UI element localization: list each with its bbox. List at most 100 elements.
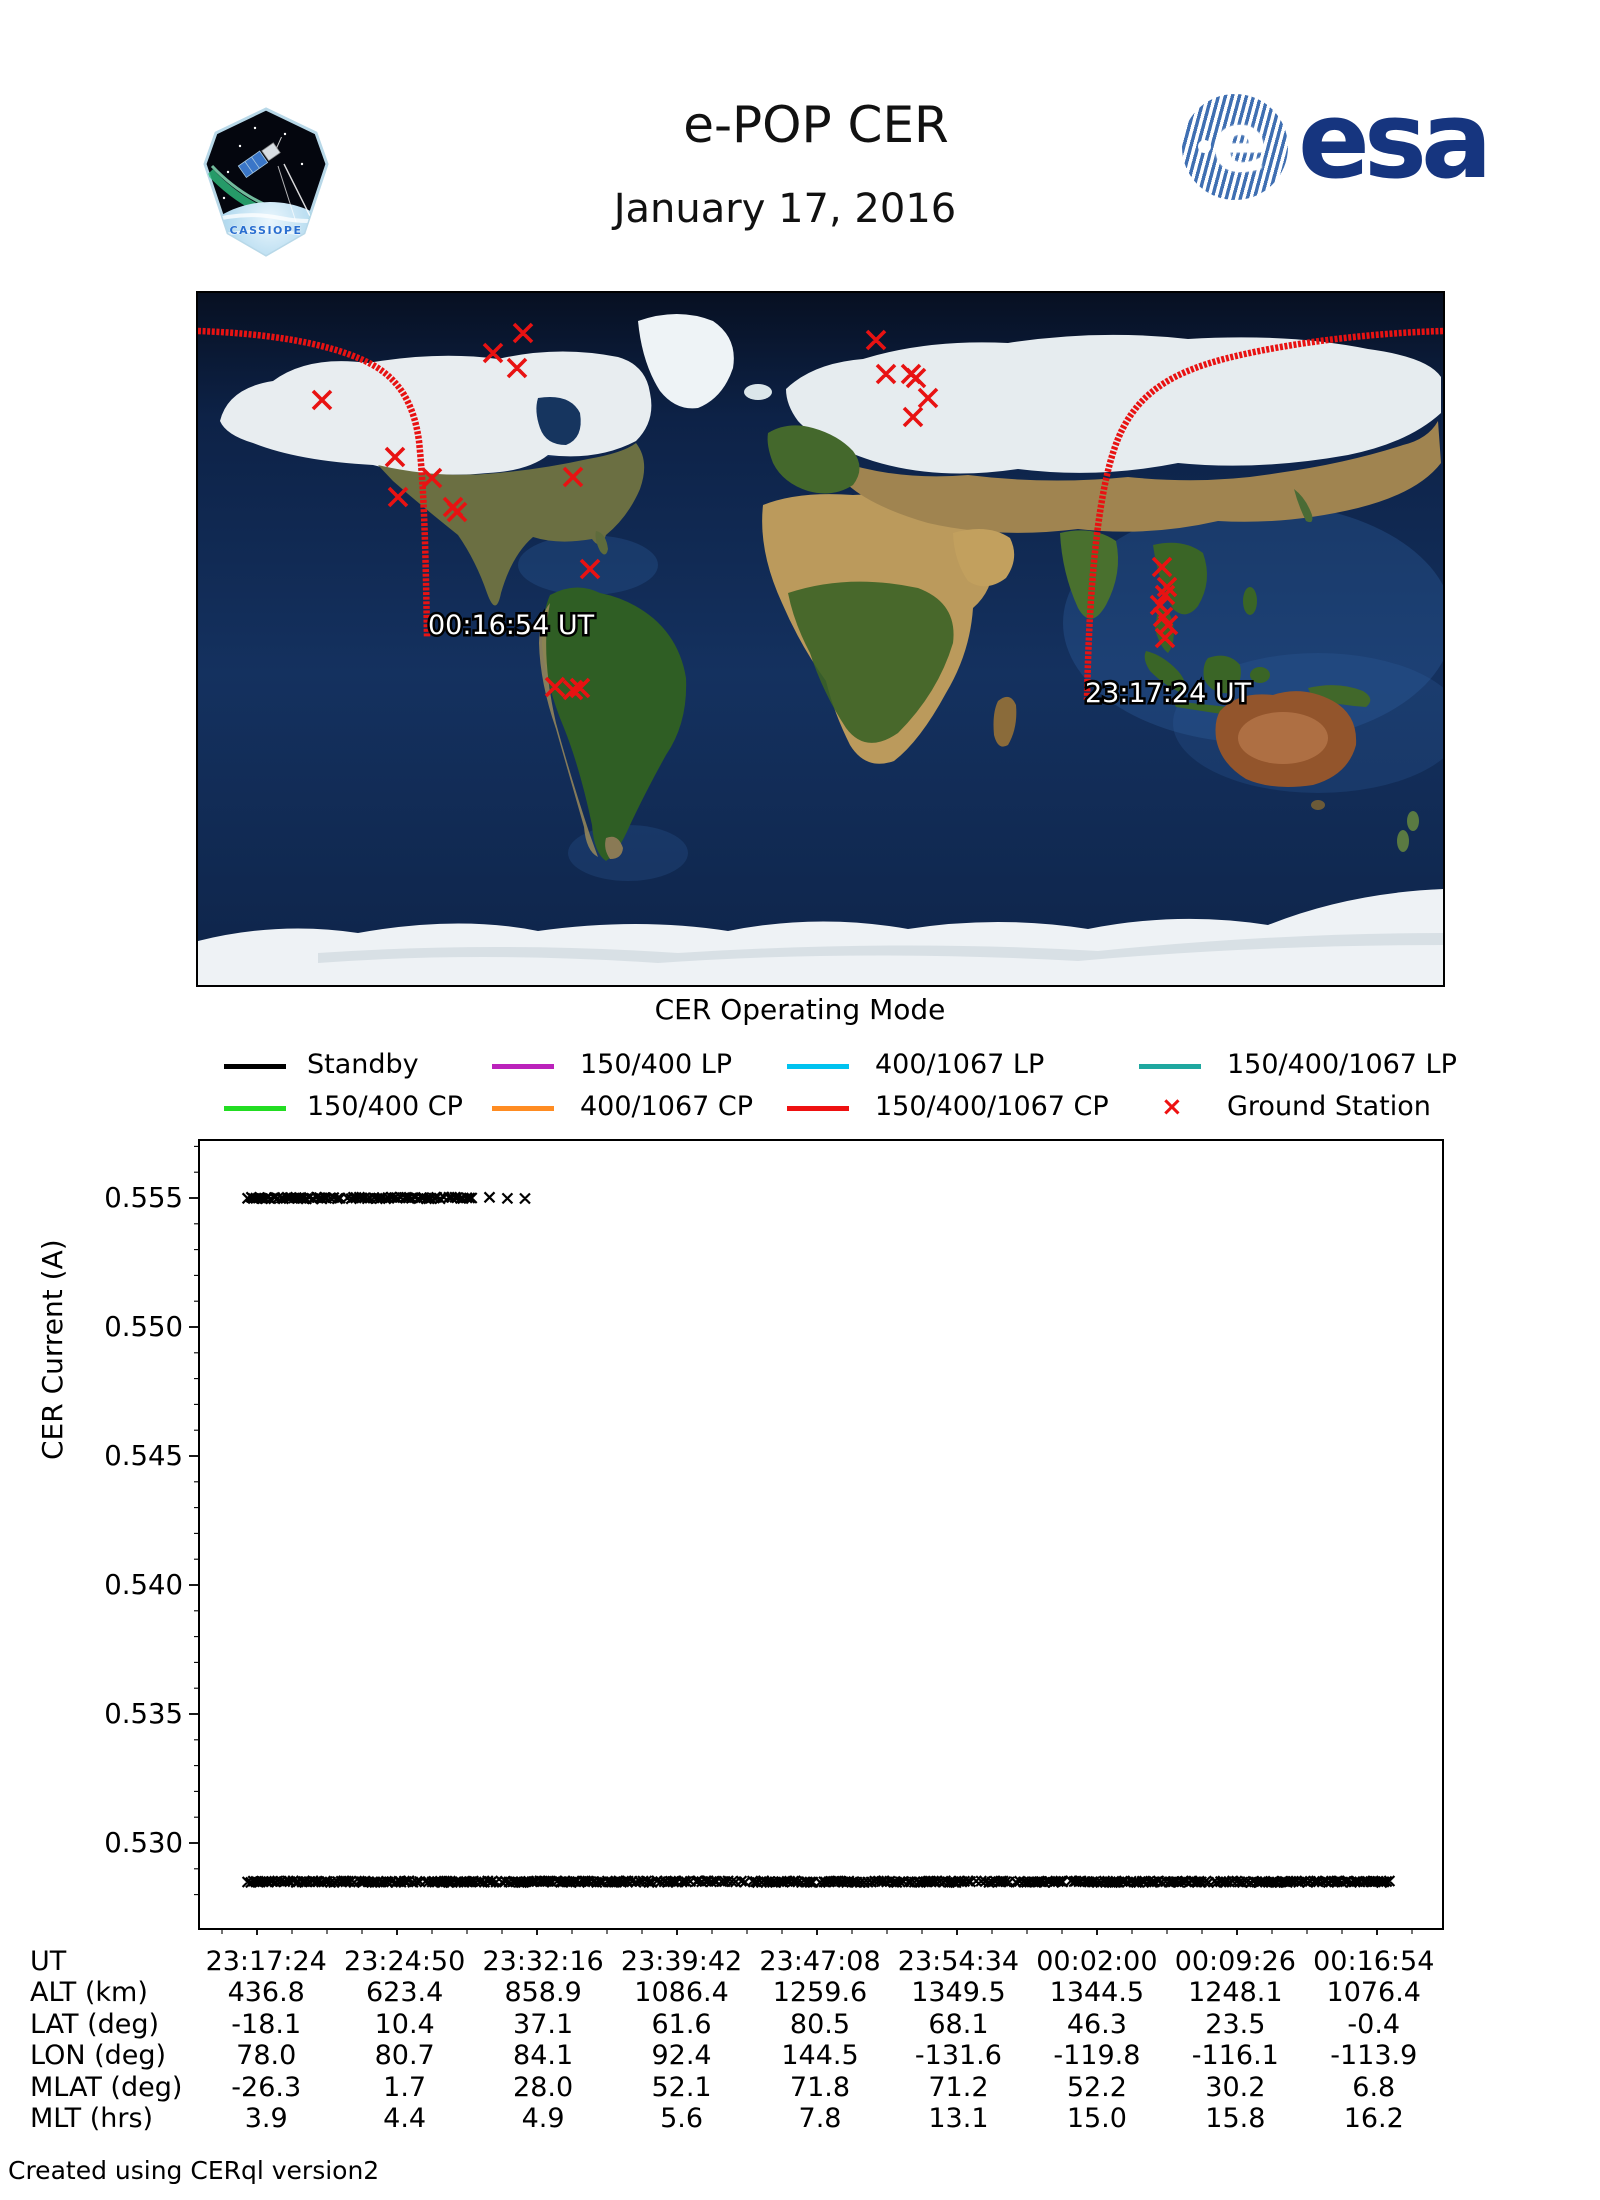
table-cell: 15.8 (1205, 2102, 1266, 2134)
cassiope-mission-patch-icon: CASSIOPE (203, 107, 329, 257)
borneo (1203, 655, 1241, 694)
table-row-label: MLAT (deg) (30, 2071, 183, 2103)
scatter-band (241, 1875, 1396, 1889)
table-cell: 23.5 (1205, 2008, 1266, 2040)
table-cell: 16.2 (1343, 2102, 1404, 2134)
table-cell: 00:09:26 (1174, 1946, 1296, 1977)
table-cell: 78.0 (236, 2040, 297, 2072)
footer-credit: Created using CERql version2 (8, 2156, 380, 2185)
table-cell: 52.2 (1066, 2071, 1127, 2103)
y-tick-label: 0.555 (104, 1182, 183, 1214)
esa-logo: e esa (1182, 88, 1493, 200)
legend-label: 400/1067 LP (875, 1049, 1045, 1080)
table-cell: 37.1 (513, 2008, 574, 2040)
table-cell: 10.4 (374, 2008, 435, 2040)
sumatra (1144, 651, 1186, 693)
legend-label: 400/1067 CP (580, 1091, 754, 1122)
table-cell: 00:02:00 (1036, 1946, 1158, 1977)
table-cell: -116.1 (1191, 2040, 1279, 2072)
table-cell: 23:47:08 (759, 1946, 881, 1977)
australia-outback (1238, 712, 1328, 764)
philippines (1243, 587, 1257, 615)
table-cell: 1076.4 (1326, 1977, 1421, 2009)
table-cell: 144.5 (781, 2040, 859, 2072)
plot-frame (198, 1139, 1444, 1930)
table-cell: 23:24:50 (344, 1946, 466, 1977)
page-title: e-POP CER (683, 96, 949, 154)
ground-station-markers (311, 322, 1179, 701)
table-row: UT 23:17:24 23:24:50 23:32:16 23:39:42 23:47:… (22, 1946, 1443, 1977)
japan (1294, 489, 1313, 523)
table-row: ALT (km) 436.8 623.4 858.9 1086.4 1259.6 1349.… (22, 1977, 1443, 2008)
table-cell: 4.9 (521, 2102, 565, 2134)
y-tick-label: 0.535 (104, 1698, 183, 1730)
table-cell: -119.8 (1053, 2040, 1141, 2072)
table-cell: 5.6 (660, 2102, 704, 2134)
continents (198, 314, 1443, 985)
andes (539, 603, 598, 857)
new-guinea (1308, 685, 1371, 707)
arabia (953, 529, 1015, 587)
legend-label: 150/400 LP (580, 1049, 733, 1080)
continent-asia-south (838, 421, 1441, 533)
table-cell: 61.6 (651, 2008, 712, 2040)
continent-north-america-snow (220, 351, 652, 475)
legend-label: 150/400/1067 CP (875, 1091, 1109, 1122)
legend-label: 150/400/1067 LP (1227, 1049, 1457, 1080)
table-cell: -131.6 (914, 2040, 1002, 2072)
table-row-label: LAT (deg) (30, 2008, 160, 2040)
table-cell: 1349.5 (911, 1977, 1006, 2009)
page-date: January 17, 2016 (613, 186, 957, 232)
new-zealand-north (1407, 811, 1419, 831)
table-cell: 80.7 (374, 2040, 435, 2072)
table-cell: 30.2 (1205, 2071, 1266, 2103)
table-cell: 1086.4 (634, 1977, 729, 2009)
legend-line-swatch (492, 1064, 554, 1069)
y-tick-label: 0.550 (104, 1311, 183, 1343)
legend-line-swatch (224, 1106, 286, 1111)
madagascar (993, 696, 1017, 747)
legend-line-swatch (492, 1106, 554, 1111)
table-cell: 00:16:54 (1313, 1946, 1435, 1977)
y-axis-label: CER Current (A) (36, 1239, 69, 1460)
orbit-track (1083, 327, 1443, 701)
table-cell: 1248.1 (1188, 1977, 1283, 2009)
legend-label: 150/400 CP (307, 1091, 463, 1122)
world-map: 00:16:54 UT 23:17:24 UT (196, 291, 1445, 987)
scatter-band (241, 1191, 531, 1205)
table-cell: -18.1 (231, 2008, 302, 2040)
y-tick-label: 0.540 (104, 1569, 183, 1601)
table-cell: 1.7 (383, 2071, 427, 2103)
table-row-label: MLT (hrs) (30, 2102, 154, 2134)
table-row: LAT (deg) -18.1 10.4 37.1 61.6 80.5 68.1 46.3 23… (22, 2009, 1443, 2040)
legend-label: Standby (307, 1049, 419, 1080)
table-row-label: UT (30, 1946, 67, 1977)
florida (595, 531, 608, 555)
java (1173, 701, 1233, 715)
table-cell: 52.1 (651, 2071, 712, 2103)
y-tick-label: 0.545 (104, 1440, 183, 1472)
table-cell: 4.4 (383, 2102, 427, 2134)
table-cell: -26.3 (231, 2071, 302, 2103)
sulawesi (1250, 667, 1270, 683)
patch-cassiope-label: CASSIOPE (230, 224, 303, 237)
table-row: MLT (hrs) 3.9 4.4 4.9 5.6 7.8 13.1 15.0 15.8 16.2 (22, 2103, 1443, 2134)
continent-antarctica (198, 889, 1443, 985)
table-cell: 1344.5 (1049, 1977, 1145, 2009)
continent-south-america (542, 587, 687, 861)
table-cell: 858.9 (504, 1977, 582, 2009)
table-row-label: LON (deg) (30, 2040, 167, 2072)
table-cell: -0.4 (1347, 2008, 1401, 2040)
table-cell: 46.3 (1066, 2008, 1127, 2040)
table-cell: 23:54:34 (897, 1946, 1020, 1977)
table-row-label: ALT (km) (30, 1977, 148, 2009)
table-cell: 7.8 (798, 2102, 842, 2134)
table-cell: 71.2 (928, 2071, 989, 2103)
africa-green (788, 581, 954, 743)
legend-line-swatch (787, 1064, 849, 1069)
new-zealand-south (1397, 830, 1409, 852)
esa-emblem-icon: e (1182, 94, 1288, 200)
table-cell: 68.1 (928, 2008, 989, 2040)
table-cell: 23:32:16 (482, 1946, 604, 1977)
